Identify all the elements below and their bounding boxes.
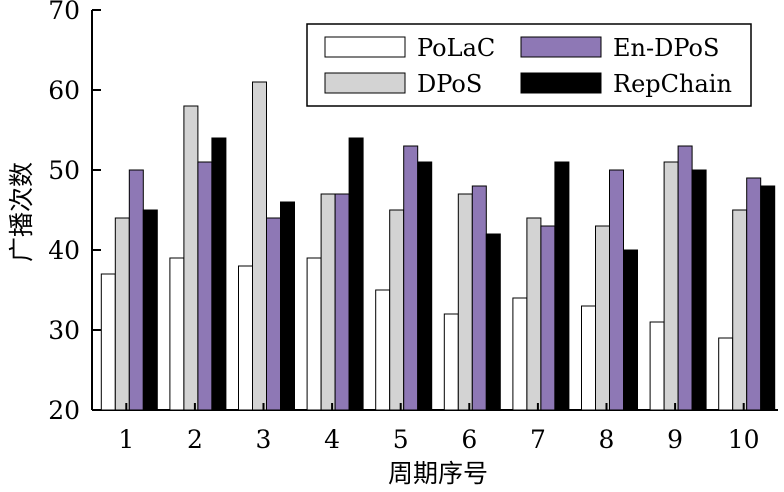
bar-repchain-5	[417, 161, 433, 411]
x-tick-label: 8	[599, 425, 615, 454]
bar-dpos-5	[389, 209, 405, 411]
y-tick-label: 20	[48, 396, 80, 425]
bar-polac-4	[306, 257, 322, 411]
y-tick-label: 70	[48, 0, 80, 25]
x-tick-label: 4	[324, 425, 340, 454]
legend-label-repchain: RepChain	[613, 70, 732, 98]
legend-label-en-dpos: En-DPoS	[613, 34, 719, 62]
y-tick-label: 60	[48, 76, 80, 105]
bar-repchain-10	[760, 185, 776, 411]
legend-swatch-en-dpos	[520, 36, 602, 58]
bar-polac-1	[100, 273, 116, 411]
x-tick-label: 3	[256, 425, 272, 454]
bar-repchain-6	[485, 233, 501, 411]
bar-dpos-7	[526, 217, 542, 411]
bar-polac-9	[649, 321, 665, 411]
legend-swatch-repchain	[520, 72, 602, 94]
bar-repchain-4	[348, 137, 364, 411]
y-tick-label: 40	[48, 236, 80, 265]
bar-en-dpos-3	[266, 217, 281, 411]
bar-en-dpos-4	[334, 193, 350, 411]
y-tick-label: 50	[48, 156, 80, 185]
bar-dpos-8	[595, 225, 610, 411]
x-tick-label: 1	[118, 425, 134, 454]
bar-en-dpos-5	[403, 145, 419, 411]
bar-polac-3	[238, 265, 253, 411]
x-tick-label: 2	[187, 425, 203, 454]
bar-polac-2	[169, 257, 185, 411]
x-tick-label: 7	[530, 425, 546, 454]
bar-dpos-4	[320, 193, 336, 411]
x-tick-label: 9	[667, 425, 683, 454]
bar-en-dpos-9	[677, 145, 693, 411]
bar-en-dpos-1	[128, 169, 144, 411]
bar-polac-8	[581, 305, 596, 411]
bar-dpos-3	[252, 81, 267, 411]
bar-repchain-3	[280, 201, 295, 411]
legend-swatch-dpos	[324, 72, 406, 94]
bar-en-dpos-6	[471, 185, 487, 411]
legend-label-dpos: DPoS	[417, 70, 482, 98]
legend: PoLaC En-DPoS DPoS RepChain	[306, 23, 752, 107]
bar-dpos-10	[732, 209, 748, 411]
x-tick-label: 5	[393, 425, 409, 454]
bar-en-dpos-2	[197, 161, 213, 411]
bar-polac-6	[443, 313, 459, 411]
legend-swatch-polac	[324, 36, 406, 58]
y-tick-label: 30	[48, 316, 80, 345]
bar-dpos-1	[114, 217, 130, 411]
bar-polac-10	[718, 337, 734, 411]
bar-polac-5	[375, 289, 391, 411]
x-axis-label: 周期序号	[388, 459, 488, 488]
bar-repchain-7	[554, 161, 570, 411]
bar-repchain-8	[623, 249, 638, 411]
x-tick-label: 10	[728, 425, 760, 454]
x-tick-label: 6	[461, 425, 477, 454]
y-axis-label: 广播次数	[7, 162, 36, 262]
bar-dpos-6	[457, 193, 473, 411]
bar-dpos-9	[663, 161, 679, 411]
plot-area: 20 30 40 50 60 70 1 2 3 4 5 6 7 8 9 10	[48, 0, 778, 454]
bar-dpos-2	[183, 105, 199, 411]
bar-en-dpos-8	[609, 169, 624, 411]
bar-repchain-9	[691, 169, 707, 411]
bar-polac-7	[512, 297, 528, 411]
bar-en-dpos-7	[540, 225, 556, 411]
legend-label-polac: PoLaC	[417, 34, 495, 62]
bar-repchain-2	[211, 137, 227, 411]
bar-en-dpos-10	[746, 177, 762, 411]
bar-repchain-1	[142, 209, 158, 411]
